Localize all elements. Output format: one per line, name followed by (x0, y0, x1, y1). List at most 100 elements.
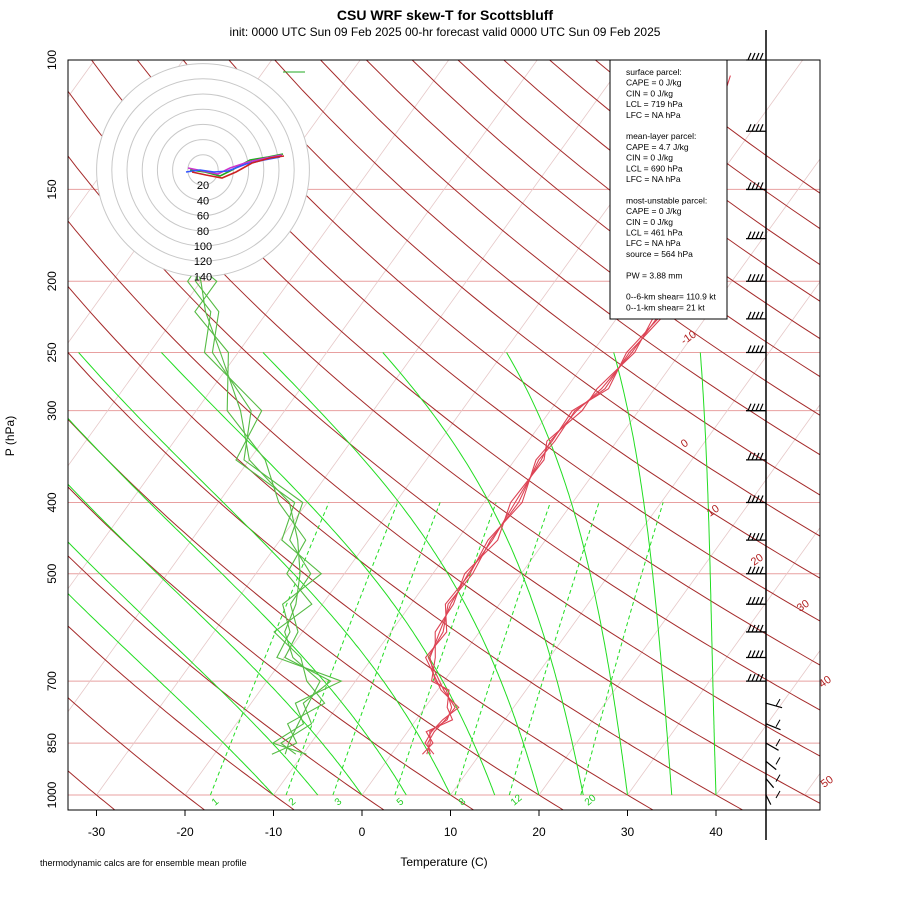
moist-adiabat-line (161, 352, 496, 796)
wind-barb-feather (747, 231, 752, 239)
hodograph-ring-label: 100 (194, 241, 212, 253)
stats-line: source = 564 hPa (626, 249, 693, 259)
wind-barb-feather (751, 532, 756, 541)
mixing-ratio-line (209, 502, 330, 796)
wind-barb-feather (759, 345, 764, 353)
wind-barb (765, 698, 783, 709)
stats-line: PW = 3.88 mm (626, 270, 682, 280)
wind-barb-feather (755, 452, 760, 461)
wind-barb-feather (751, 345, 756, 353)
x-tick-label: 40 (709, 825, 723, 839)
wind-barb-feather (751, 495, 756, 503)
dry-adiabat-line (182, 60, 820, 579)
hodograph-ring (156, 123, 250, 217)
wind-barb (746, 311, 766, 320)
wind-barb (765, 738, 781, 751)
wind-barb (746, 624, 766, 633)
wind-barb-feather (775, 738, 781, 747)
wind-barb (746, 673, 766, 682)
wind-barb-feather (755, 182, 760, 190)
mixing-ratio-label: 3 (333, 796, 345, 808)
x-axis-label: Temperature (C) (400, 855, 487, 869)
hodograph-ring-label: 20 (197, 180, 209, 192)
wind-barb-feather (751, 231, 756, 239)
wind-barb (746, 274, 766, 282)
stats-line: LCL = 461 hPa (626, 228, 683, 238)
wind-barb-feather (759, 650, 764, 658)
hodograph-ring-label: 80 (197, 226, 209, 238)
dry-adiabat-line (228, 60, 820, 537)
wind-barb (746, 566, 766, 575)
wind-barb-feather (755, 345, 760, 353)
wind-barbs (746, 30, 783, 840)
wind-barb (765, 719, 781, 731)
chart-title: CSU WRF skew-T for Scottsbluff (337, 7, 554, 23)
isotherm-label: 20 (749, 552, 766, 569)
wind-barb-feather (751, 650, 756, 658)
stats-line: most-unstable parcel: (626, 195, 707, 205)
dry-adiabat-line (68, 220, 820, 804)
wind-barb-feather (751, 311, 756, 320)
wind-barb (746, 231, 766, 240)
mixing-ratio-line (332, 502, 441, 796)
wind-barb (746, 182, 766, 191)
wind-barb-feather (751, 452, 756, 461)
isotherm-line (450, 281, 820, 796)
hodograph-ring (141, 108, 265, 232)
wind-barb-feather (751, 596, 756, 605)
wind-barb-feather (759, 403, 764, 411)
wind-barb-feather (751, 182, 756, 190)
moist-adiabat-line (68, 592, 274, 796)
wind-barb-feather (759, 52, 764, 61)
isotherm-line (361, 158, 820, 796)
mixing-ratio-line (454, 502, 551, 796)
wind-barb (746, 52, 766, 61)
wind-barb-feather (755, 532, 760, 541)
x-tick-label: -30 (88, 825, 106, 839)
wind-barb-shaft (765, 760, 777, 771)
wind-barb-feather (755, 403, 760, 411)
stats-line: 0--1-km shear= 21 kt (626, 302, 705, 312)
isotherm-line (96, 60, 627, 796)
wind-barb-feather (747, 566, 752, 574)
moist-adiabat-line (78, 352, 451, 796)
stats-line: LFC = NA hPa (626, 174, 681, 184)
isotherm-line (538, 404, 820, 796)
wind-barb-feather (747, 495, 752, 503)
wind-barb (765, 774, 781, 789)
wind-barb-feather (759, 624, 764, 633)
wind-barb-feather (775, 757, 781, 765)
mixing-ratio-label: 1 (210, 796, 222, 808)
y-tick-label: 400 (45, 492, 59, 512)
wind-barb-feather (747, 650, 752, 658)
hodograph-trace (191, 155, 285, 179)
stats-line: CAPE = 4.7 J/kg (626, 142, 689, 152)
isotherm-line (68, 60, 184, 221)
wind-barb-feather (755, 495, 760, 503)
wind-barb-feather (759, 532, 764, 541)
moist-adiabat-line (382, 352, 584, 796)
stats-line: CIN = 0 J/kg (626, 217, 673, 227)
stats-line: CIN = 0 J/kg (626, 153, 673, 163)
plot-frame (67, 59, 821, 811)
wind-barb-feather (747, 182, 752, 190)
dewpoint-profile-line (186, 247, 343, 755)
isotherm-label: 30 (795, 598, 812, 615)
stats-line: LCL = 719 hPa (626, 99, 683, 109)
wind-barb-feather (747, 403, 752, 411)
stats-line: CAPE = 0 J/kg (626, 206, 682, 216)
dewpoint-profile-line (176, 247, 326, 755)
moist-adiabat-line (68, 541, 319, 796)
mixing-ratio-line (508, 502, 600, 796)
wind-barb (746, 345, 766, 354)
moist-adiabat-line (699, 352, 717, 796)
isotherm-label: 40 (817, 674, 834, 691)
hodograph-ring (111, 78, 295, 262)
moist-adiabat-line (262, 352, 540, 796)
y-tick-label: 300 (45, 400, 59, 420)
moist-adiabat-line (613, 352, 673, 796)
hodograph-ring-label: 120 (194, 256, 212, 268)
wind-barb-feather (747, 123, 752, 132)
